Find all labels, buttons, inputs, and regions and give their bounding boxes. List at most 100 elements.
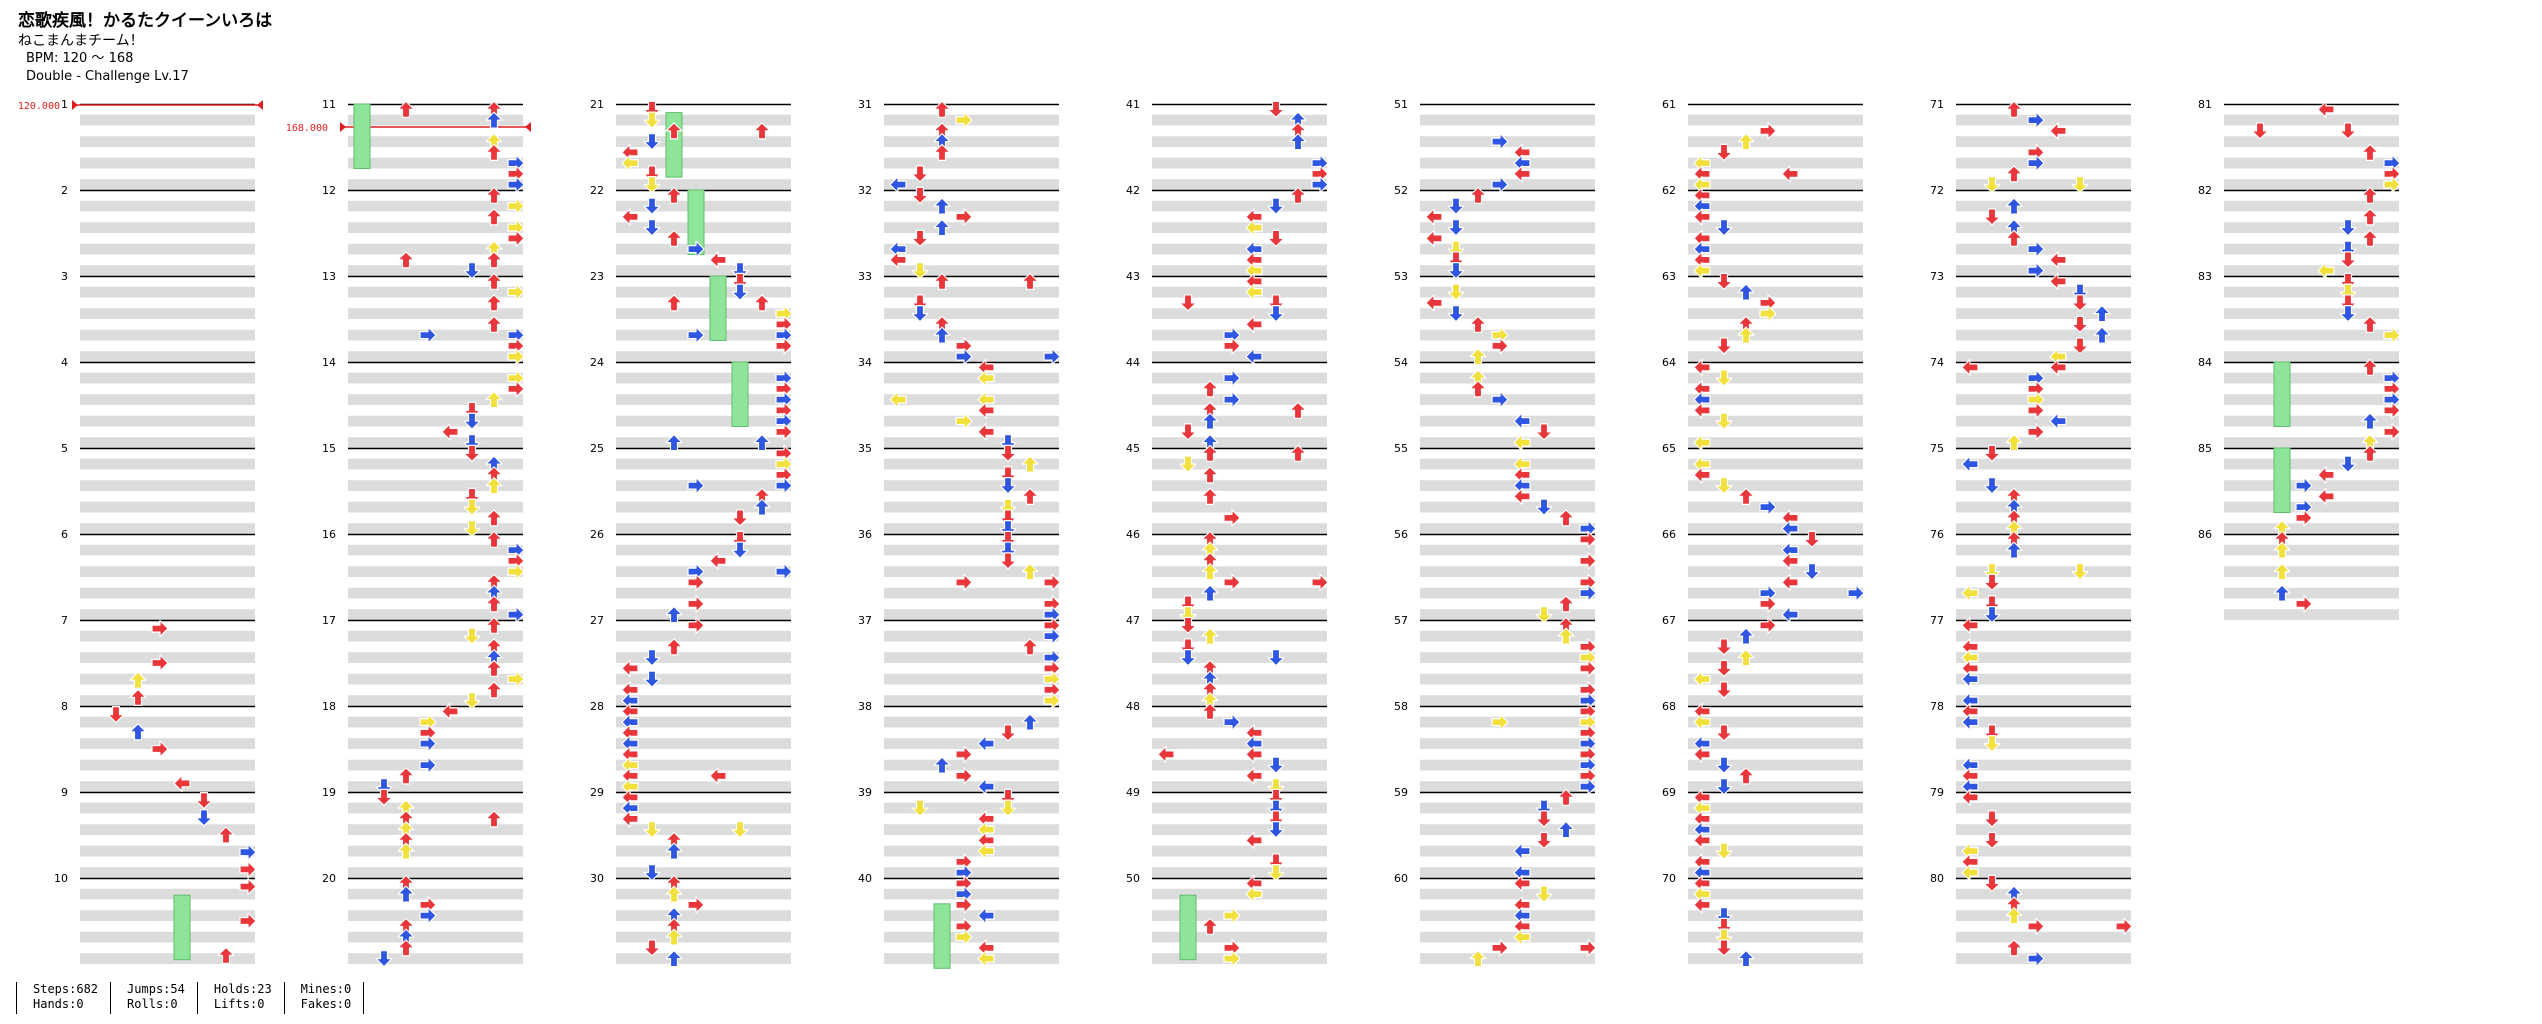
beat-band bbox=[1688, 523, 1863, 534]
beat-band bbox=[1688, 802, 1863, 814]
measure-number: 70 bbox=[1662, 872, 1676, 885]
beat-band bbox=[348, 286, 523, 298]
measure-number: 15 bbox=[322, 442, 336, 455]
measure-65: 65 bbox=[1662, 442, 1863, 534]
beat-band bbox=[616, 738, 791, 749]
beat-band bbox=[348, 157, 523, 169]
measure-77: 77 bbox=[1930, 614, 2131, 706]
beat-band bbox=[1420, 630, 1595, 642]
measure-number: 71 bbox=[1930, 98, 1944, 111]
beat-band bbox=[348, 824, 523, 835]
beat-band bbox=[884, 308, 1059, 319]
stat-value: 0 bbox=[76, 997, 84, 1011]
beat-band bbox=[884, 523, 1059, 534]
beat-band bbox=[1956, 802, 2131, 814]
measure-number: 23 bbox=[590, 270, 604, 283]
beat-band bbox=[616, 802, 791, 814]
beat-band bbox=[1688, 630, 1863, 642]
beat-band bbox=[1152, 157, 1327, 169]
measure-number: 36 bbox=[858, 528, 872, 541]
beat-band bbox=[1688, 329, 1863, 341]
beat-band bbox=[1956, 781, 2131, 792]
beat-band bbox=[2224, 243, 2399, 255]
beat-band bbox=[80, 415, 255, 427]
stat-label: Rolls bbox=[127, 997, 164, 1011]
beat-band bbox=[1956, 286, 2131, 298]
measure-19: 19 bbox=[322, 786, 523, 878]
measure-42: 42 bbox=[1126, 184, 1327, 276]
beat-band bbox=[348, 802, 523, 814]
beat-band bbox=[348, 781, 523, 792]
measure-73: 73 bbox=[1930, 270, 2131, 362]
measure-number: 78 bbox=[1930, 700, 1944, 713]
beat-band bbox=[884, 587, 1059, 599]
beat-band bbox=[348, 437, 523, 448]
measure-1: 1 bbox=[61, 98, 255, 190]
beat-band bbox=[1688, 673, 1863, 685]
beat-band bbox=[1420, 243, 1595, 255]
beat-band bbox=[1152, 609, 1327, 620]
beat-band bbox=[1688, 910, 1863, 921]
beat-band bbox=[1152, 200, 1327, 212]
beat-band bbox=[80, 222, 255, 233]
beat-band bbox=[1420, 781, 1595, 792]
beat-band bbox=[1420, 867, 1595, 878]
beat-band bbox=[884, 329, 1059, 341]
measure-number: 27 bbox=[590, 614, 604, 627]
song-header: 恋歌疾風！かるたクイーンいろは ねこまんまチーム！ BPM: 120 ～ 168… bbox=[18, 10, 272, 86]
beat-band bbox=[1420, 931, 1595, 943]
measure-number: 35 bbox=[858, 442, 872, 455]
song-title: 恋歌疾風！かるたクイーンいろは bbox=[18, 11, 273, 31]
bpm-range: BPM: 120 ～ 168 bbox=[26, 51, 134, 66]
beat-band bbox=[80, 544, 255, 556]
measure-number: 83 bbox=[2198, 270, 2212, 283]
stat-label: Steps bbox=[33, 982, 70, 996]
beat-band bbox=[616, 867, 791, 878]
stat-group-steps: Steps:682 Hands:0 bbox=[16, 982, 110, 1014]
beat-band bbox=[1152, 501, 1327, 513]
measure-34: 34 bbox=[858, 356, 1059, 448]
beat-band bbox=[1956, 587, 2131, 599]
measure-83: 83 bbox=[2198, 270, 2399, 362]
beat-band bbox=[884, 845, 1059, 857]
stat-value: 0 bbox=[344, 997, 352, 1011]
beat-band bbox=[1956, 738, 2131, 749]
beat-band bbox=[1152, 695, 1327, 706]
beat-band bbox=[1956, 888, 2131, 900]
measure-number: 72 bbox=[1930, 184, 1944, 197]
song-artist: ねこまんまチーム！ bbox=[18, 33, 144, 49]
beat-band bbox=[1152, 587, 1327, 599]
beat-band bbox=[348, 415, 523, 427]
beat-band bbox=[616, 609, 791, 620]
measure-number: 16 bbox=[322, 528, 336, 541]
beat-band bbox=[884, 265, 1059, 276]
beat-band bbox=[1420, 200, 1595, 212]
beat-band bbox=[348, 845, 523, 857]
beat-band bbox=[1152, 845, 1327, 857]
beat-band bbox=[884, 458, 1059, 470]
beat-band bbox=[1152, 673, 1327, 685]
beat-band bbox=[1152, 480, 1327, 491]
beat-band bbox=[884, 695, 1059, 706]
beat-band bbox=[616, 673, 791, 685]
beat-band bbox=[348, 265, 523, 276]
beat-band bbox=[1956, 501, 2131, 513]
beat-band bbox=[616, 781, 791, 792]
beat-band bbox=[1956, 931, 2131, 943]
stat-value: 0 bbox=[257, 997, 265, 1011]
hold-body bbox=[2273, 447, 2291, 513]
measure-number: 80 bbox=[1930, 872, 1944, 885]
beat-band bbox=[1688, 179, 1863, 190]
beat-band bbox=[348, 179, 523, 190]
stat-label: Hands bbox=[33, 997, 70, 1011]
beat-band bbox=[1688, 716, 1863, 728]
beat-band bbox=[80, 308, 255, 319]
bpm-arrowhead-right bbox=[525, 122, 531, 132]
measure-86: 86 bbox=[2198, 528, 2399, 620]
stat-label: Jumps bbox=[127, 982, 164, 996]
beat-band bbox=[2224, 415, 2399, 427]
beat-band bbox=[1420, 824, 1595, 835]
measure-number: 55 bbox=[1394, 442, 1408, 455]
measure-number: 66 bbox=[1662, 528, 1676, 541]
beat-band bbox=[1152, 781, 1327, 792]
